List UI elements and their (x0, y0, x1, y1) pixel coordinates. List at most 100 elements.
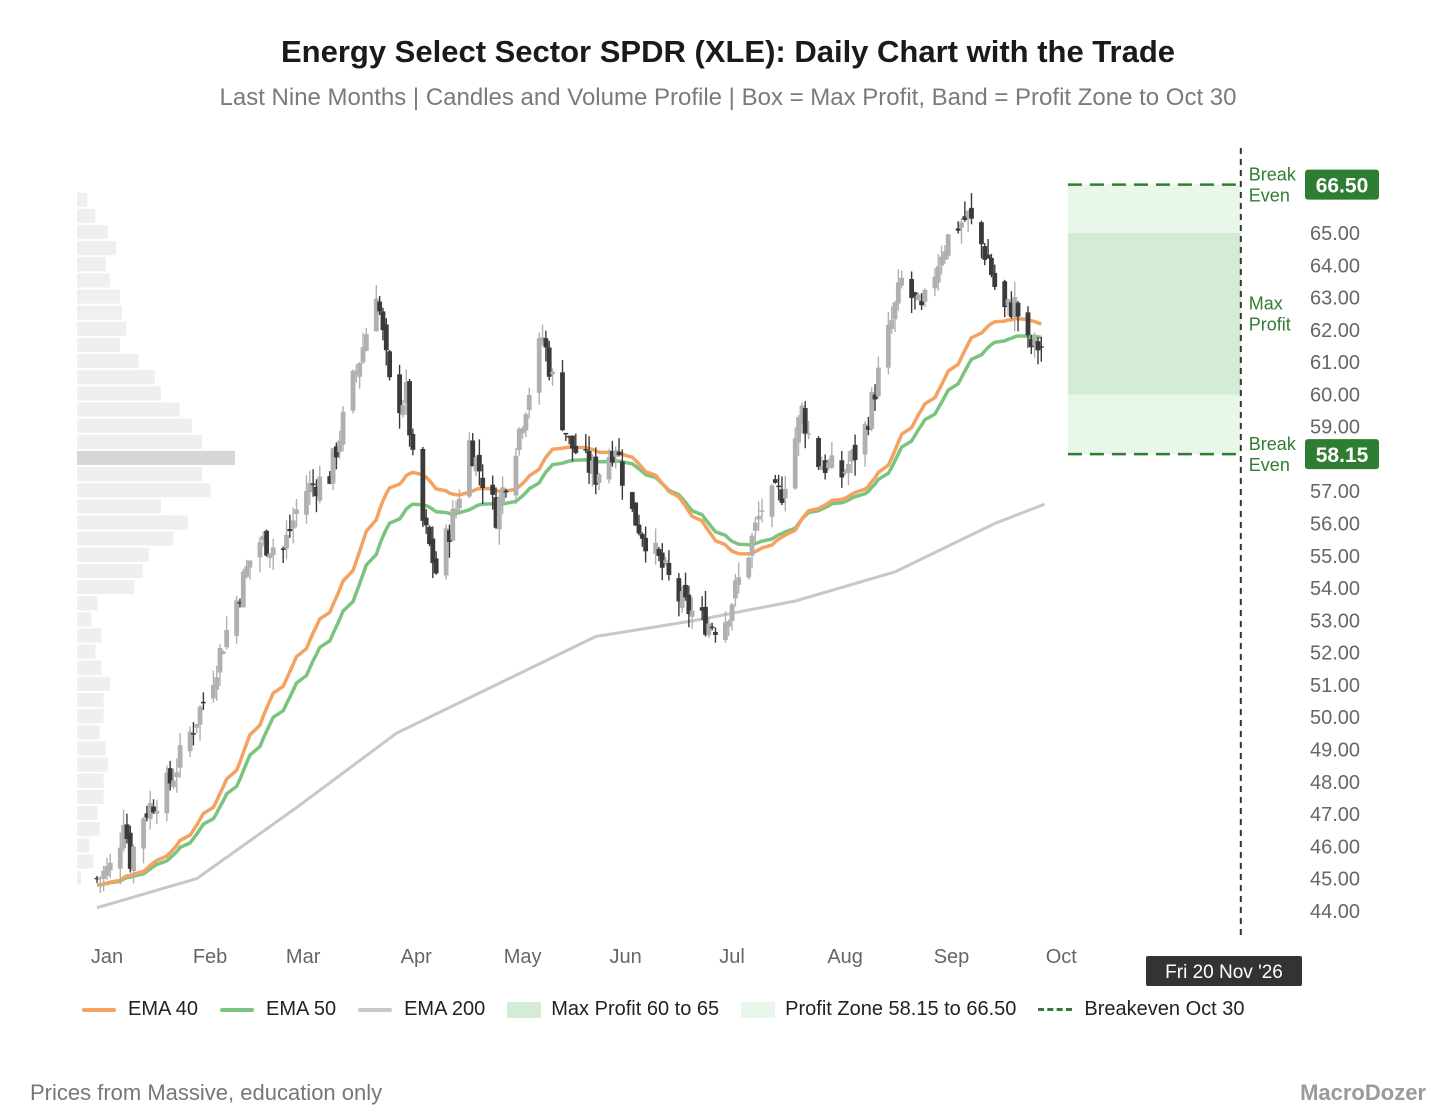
volume-profile-bar (77, 628, 102, 643)
volume-profile-bar (77, 192, 88, 207)
candle-body (713, 631, 718, 635)
candle-body (177, 745, 183, 768)
x-tick-label: May (504, 946, 542, 968)
candle-body (127, 832, 133, 869)
volume-profile-bar (77, 660, 102, 675)
volume-profile-bar (77, 273, 110, 288)
candle-body (772, 479, 778, 483)
candle-body (839, 460, 845, 478)
candle-body (210, 685, 216, 699)
candle-body (563, 432, 569, 435)
candle-body (590, 460, 595, 474)
candle-body (476, 454, 482, 472)
candle-body (566, 436, 572, 438)
candle-body (220, 651, 226, 654)
candle-body (676, 578, 682, 602)
zone-annotation: Break Even (1249, 165, 1297, 206)
volume-profile-bar (77, 483, 211, 498)
candle-body (546, 347, 552, 377)
candle-body (656, 549, 662, 556)
candle-body (703, 606, 708, 635)
legend-swatch (82, 1007, 116, 1012)
candle-body (636, 524, 642, 534)
volume-profile-bar (77, 547, 149, 562)
volume-profile-bar (77, 789, 104, 804)
candle-body (280, 548, 286, 550)
candle-body (653, 542, 658, 554)
candle-body (822, 460, 828, 473)
candle-body (423, 517, 429, 526)
ema-50-line (96, 334, 1042, 887)
candle-body (776, 485, 782, 488)
volume-profile-bar (77, 257, 106, 272)
volume-profile-bar (77, 612, 92, 627)
candle-body (899, 277, 905, 286)
candle-body (706, 623, 712, 636)
y-tick-label: 47.00 (1310, 804, 1360, 826)
volume-profile-bar (77, 773, 104, 788)
candle-body (101, 870, 107, 879)
candle-body (919, 300, 924, 306)
candle-body (357, 363, 363, 377)
candle-body (397, 374, 402, 414)
candle-body (267, 553, 273, 559)
y-tick-label: 60.00 (1310, 384, 1360, 406)
candle-body (596, 474, 602, 484)
x-tick-label: Jul (719, 946, 745, 968)
chart-legend: EMA 40 EMA 50 EMA 200 Max Profit 60 to 65 Pr… (82, 998, 1267, 1021)
volume-profile-bar (77, 692, 104, 708)
candle-body (264, 530, 269, 556)
volume-profile-bar (77, 337, 121, 353)
volume-profile-bar (77, 870, 82, 885)
y-tick-label: 45.00 (1310, 869, 1360, 891)
volume-profile-bar (77, 822, 100, 837)
candle-body (862, 424, 868, 455)
candle-body (959, 222, 964, 228)
ema-40-line (96, 316, 1042, 887)
candle-body (164, 772, 170, 814)
x-tick-label: Aug (827, 946, 863, 968)
candle-body (633, 502, 639, 526)
candle-body (257, 542, 263, 558)
y-tick-label: 50.00 (1310, 707, 1360, 729)
candle-body (470, 440, 476, 467)
candle-body (942, 251, 948, 260)
legend-swatch (220, 1007, 255, 1012)
candle-body (503, 490, 509, 493)
price-badge-label: 58.15 (1316, 444, 1369, 467)
candle-body (746, 557, 752, 578)
candle-body (480, 477, 486, 488)
candle-body (666, 562, 672, 575)
candle-body (1012, 297, 1018, 318)
x-tick-label: Apr (401, 946, 432, 968)
candle-body (270, 547, 276, 556)
candle-body (340, 411, 346, 445)
x-tick-label: Jun (610, 946, 642, 968)
legend-label: EMA 40 (128, 998, 199, 1020)
y-tick-label: 64.00 (1310, 255, 1360, 277)
candle-body (201, 701, 206, 704)
price-badge-label: 66.50 (1316, 175, 1369, 198)
legend-item: Profit Zone 58.15 to 66.50 (741, 998, 1016, 1021)
candle-body (330, 448, 336, 484)
y-tick-label: 44.00 (1310, 901, 1360, 923)
y-tick-label: 62.00 (1310, 320, 1360, 342)
candle-body (593, 456, 599, 485)
candle-body (383, 324, 389, 351)
candle-body (247, 560, 253, 568)
candle-body (846, 464, 851, 473)
candle-body (214, 677, 220, 690)
volume-profile-bar (77, 450, 235, 466)
y-tick-label: 53.00 (1310, 610, 1360, 632)
candle-body (945, 234, 951, 256)
candle-body (387, 351, 392, 378)
candle-body (540, 337, 545, 342)
candle-body (310, 483, 316, 486)
volume-profile-bar (77, 531, 174, 546)
candle-body (663, 560, 668, 563)
candle-body (287, 528, 293, 532)
candle-body (284, 534, 289, 549)
volume-profile-bar (77, 838, 90, 853)
legend-swatch (1038, 1008, 1073, 1011)
candle-body (1038, 346, 1044, 348)
